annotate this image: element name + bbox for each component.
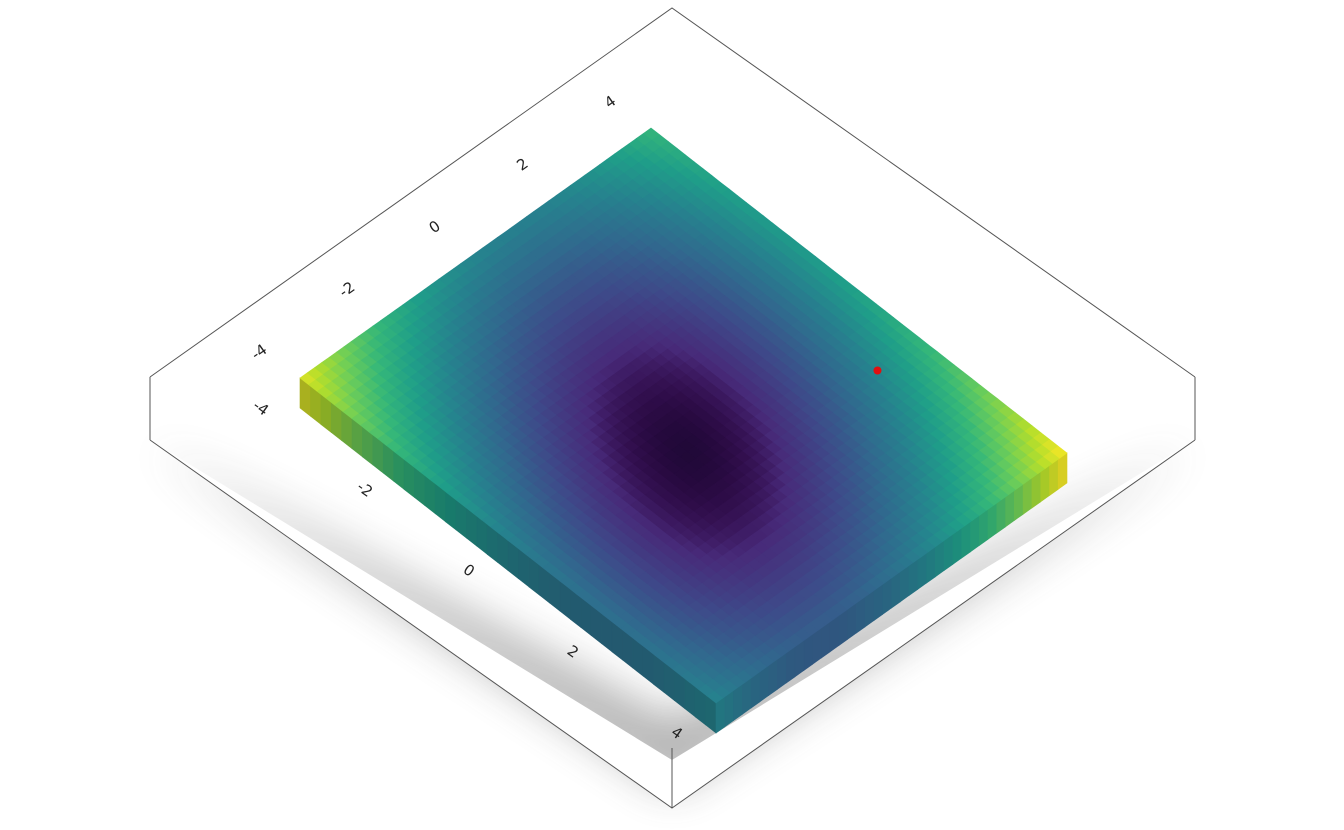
surface-top xyxy=(299,127,1068,704)
y-tick-label: 4 xyxy=(601,92,619,112)
box-shadow xyxy=(150,445,1195,790)
x-tick-label: 2 xyxy=(564,642,582,662)
x-tick-label: 0 xyxy=(460,560,478,580)
points-layer xyxy=(873,366,882,375)
surface-cell xyxy=(1050,445,1068,459)
current-point xyxy=(873,366,882,375)
box-top-edges xyxy=(149,7,1196,378)
y-tick-label: -4 xyxy=(248,340,271,363)
x-tick-label: -4 xyxy=(250,396,273,419)
y-tick-label: 0 xyxy=(426,217,444,237)
y-tick-label: 2 xyxy=(513,154,531,174)
x-tick-label: -2 xyxy=(354,478,377,501)
bounding-box xyxy=(149,7,1196,809)
y-tick-label: -2 xyxy=(336,278,359,301)
